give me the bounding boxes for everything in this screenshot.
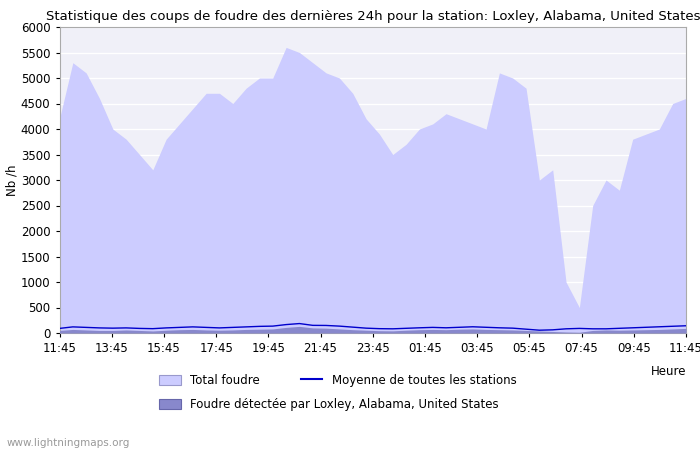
Text: www.lightningmaps.org: www.lightningmaps.org <box>7 438 130 448</box>
Title: Statistique des coups de foudre des dernières 24h pour la station: Loxley, Alaba: Statistique des coups de foudre des dern… <box>46 10 700 23</box>
Y-axis label: Nb /h: Nb /h <box>5 164 18 196</box>
Legend: Foudre détectée par Loxley, Alabama, United States: Foudre détectée par Loxley, Alabama, Uni… <box>160 398 498 411</box>
Text: Heure: Heure <box>650 365 686 378</box>
